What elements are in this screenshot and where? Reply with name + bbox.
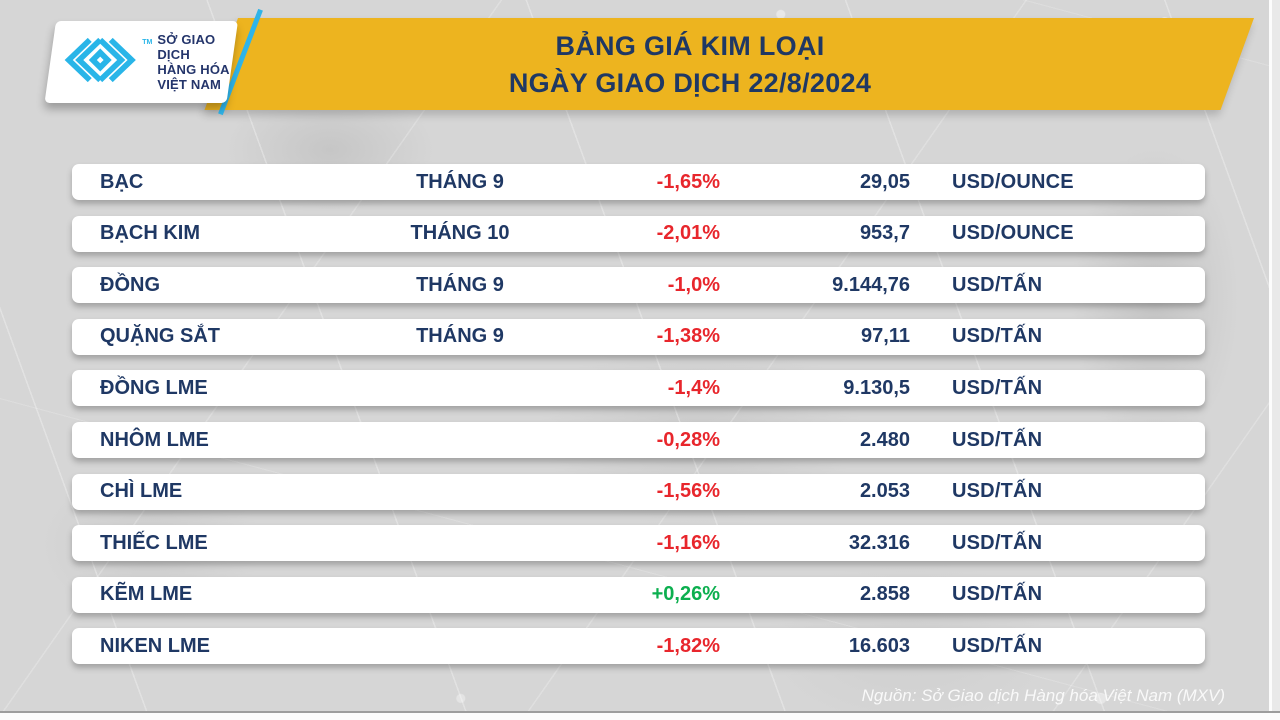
price-value: 2.480 bbox=[859, 428, 910, 451]
commodity-name: BẠCH KIM bbox=[100, 222, 200, 245]
table-row: CHÌ LME -1,56% 2.053 USD/TẤN bbox=[72, 473, 1205, 510]
table-row: QUẶNG SẮT THÁNG 9 -1,38% 97,11 USD/TẤN bbox=[72, 318, 1205, 355]
price-value: 16.603 bbox=[848, 634, 910, 657]
price-value: 29,05 bbox=[859, 170, 910, 193]
price-unit: USD/TẤN bbox=[952, 325, 1043, 348]
commodity-name: ĐỒNG LME bbox=[100, 376, 208, 399]
price-value: 32.316 bbox=[848, 531, 910, 554]
price-value: 9.130,5 bbox=[843, 376, 910, 399]
table-row: ĐỒNG THÁNG 9 -1,0% 9.144,76 USD/TẤN bbox=[72, 267, 1205, 304]
table-row: ĐỒNG LME -1,4% 9.130,5 USD/TẤN bbox=[72, 370, 1205, 407]
price-unit: USD/TẤN bbox=[952, 634, 1043, 657]
commodity-name: CHÌ LME bbox=[100, 480, 183, 503]
table-row: NHÔM LME -0,28% 2.480 USD/TẤN bbox=[72, 422, 1205, 458]
change-percent: +0,26% bbox=[651, 583, 720, 606]
contract-month: THÁNG 9 bbox=[416, 325, 504, 348]
price-unit: USD/TẤN bbox=[952, 480, 1043, 503]
price-value: 2.053 bbox=[859, 480, 910, 503]
frame-bottom-edge bbox=[0, 711, 1280, 720]
price-unit: USD/TẤN bbox=[952, 376, 1043, 399]
change-percent: -1,65% bbox=[656, 170, 720, 193]
contract-month: THÁNG 9 bbox=[416, 170, 504, 193]
price-value: 97,11 bbox=[861, 325, 910, 348]
source-credit: Nguồn: Sở Giao dịch Hàng hóa Việt Nam (M… bbox=[861, 686, 1225, 705]
price-unit: USD/TẤN bbox=[952, 583, 1043, 606]
price-value: 2.858 bbox=[859, 583, 910, 606]
commodity-name: ĐỒNG bbox=[100, 273, 160, 296]
table-row: NIKEN LME -1,82% 16.603 USD/TẤN bbox=[72, 628, 1205, 665]
contract-month: THÁNG 9 bbox=[416, 273, 504, 296]
change-percent: -1,56% bbox=[656, 480, 720, 503]
table-row: BẠCH KIM THÁNG 10 -2,01% 953,7 USD/OUNCE bbox=[72, 215, 1205, 252]
price-value: 953,7 bbox=[859, 222, 910, 245]
change-percent: -1,16% bbox=[656, 531, 720, 554]
change-percent: -0,28% bbox=[656, 428, 720, 451]
commodity-name: NIKEN LME bbox=[100, 634, 210, 657]
commodity-name: QUẶNG SẮT bbox=[100, 325, 220, 348]
commodity-name: THIẾC LME bbox=[100, 531, 208, 554]
price-unit: USD/OUNCE bbox=[952, 170, 1074, 193]
price-unit: USD/TẤN bbox=[952, 428, 1043, 451]
table-row: BẠC THÁNG 9 -1,65% 29,05 USD/OUNCE bbox=[72, 164, 1205, 200]
change-percent: -1,4% bbox=[667, 376, 720, 399]
contract-month: THÁNG 10 bbox=[410, 222, 510, 245]
commodity-name: NHÔM LME bbox=[100, 428, 209, 451]
price-unit: USD/OUNCE bbox=[952, 222, 1074, 245]
price-unit: USD/TẤN bbox=[952, 273, 1043, 296]
change-percent: -1,0% bbox=[667, 273, 720, 296]
change-percent: -1,38% bbox=[656, 325, 720, 348]
price-value: 9.144,76 bbox=[832, 273, 910, 296]
table-row: KẼM LME +0,26% 2.858 USD/TẤN bbox=[72, 576, 1205, 613]
change-percent: -2,01% bbox=[656, 222, 720, 245]
change-percent: -1,82% bbox=[656, 634, 720, 657]
frame-right-edge bbox=[1269, 0, 1280, 720]
price-unit: USD/TẤN bbox=[952, 531, 1043, 554]
table-row: THIẾC LME -1,16% 32.316 USD/TẤN bbox=[72, 525, 1205, 562]
commodity-name: BẠC bbox=[100, 170, 144, 193]
commodity-name: KẼM LME bbox=[100, 583, 193, 606]
